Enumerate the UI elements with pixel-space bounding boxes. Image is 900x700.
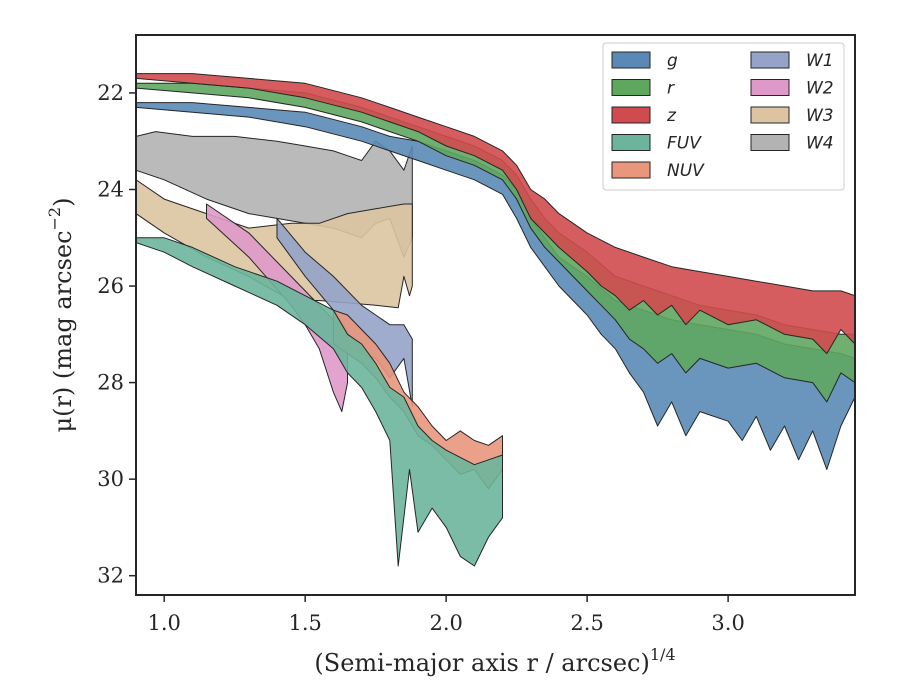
legend-label: r [667, 79, 675, 99]
y-tick-label: 26 [97, 274, 124, 298]
legend-label: W3 [806, 106, 834, 126]
x-tick-label: 2.0 [429, 611, 462, 635]
plot-frame [135, 34, 856, 596]
x-tick-label: 2.5 [570, 611, 603, 635]
y-tick-label: 32 [97, 564, 124, 588]
legend-swatch [611, 106, 651, 124]
legend-swatch [750, 79, 790, 96]
legend-label: W1 [806, 51, 834, 71]
x-tick-label: 3.0 [711, 611, 744, 635]
legend-label: W2 [806, 79, 834, 99]
y-tick-label: 28 [97, 371, 124, 395]
x-axis-label: (Semi-major axis r / arcsec)1/4 [314, 645, 675, 677]
x-axis-label-exponent: 1/4 [650, 645, 676, 664]
legend-swatch [611, 79, 651, 96]
y-tick-label: 22 [97, 81, 124, 105]
legend-label: W4 [806, 134, 834, 154]
legend-label: z [666, 106, 677, 126]
band-areas [136, 73, 855, 567]
legend-label: g [667, 51, 678, 71]
legend-swatch [750, 106, 790, 124]
legend-swatch [611, 134, 651, 151]
x-tick-label: 1.0 [147, 611, 180, 635]
y-tick-label: 24 [97, 177, 124, 201]
y-axis-ticks: 22 24 26 28 30 32 [97, 81, 136, 588]
legend-label: NUV [667, 161, 705, 181]
y-tick-label: 30 [97, 467, 124, 491]
y-axis-label-tail: ) [49, 198, 77, 207]
legend-swatch [750, 51, 790, 69]
band-area-fuv [136, 237, 503, 567]
y-axis-label-exponent: −2 [45, 207, 64, 231]
band-area-z [136, 73, 855, 355]
y-axis-label: μ(r) (mag arcsec−2) [45, 198, 77, 433]
legend-label: FUV [667, 134, 702, 154]
x-tick-label: 1.5 [288, 611, 321, 635]
legend-swatch [611, 51, 651, 69]
x-axis-ticks: 1.0 1.5 2.0 2.5 3.0 [147, 595, 745, 635]
legend: grz FUV NUV W1 W2 W3 W4 [602, 42, 845, 191]
legend-swatch [750, 134, 790, 151]
legend-swatch [611, 161, 651, 179]
